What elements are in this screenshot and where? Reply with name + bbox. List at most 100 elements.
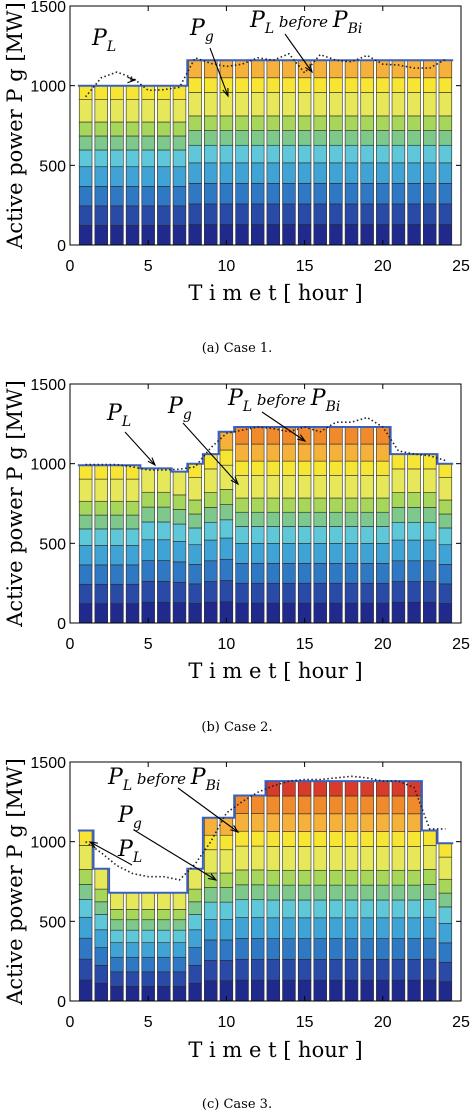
bar-segment [188, 115, 202, 131]
bar-segment [250, 443, 265, 462]
bar-segment [438, 856, 453, 880]
bar-segment [407, 468, 421, 493]
bar-segment [141, 186, 155, 207]
bar-segment [172, 602, 187, 624]
bar-segment [188, 59, 202, 79]
bar-segment [313, 979, 327, 1002]
bar-segment [125, 942, 140, 958]
bar-segment [438, 981, 453, 1002]
bar-segment [78, 845, 93, 870]
bar-segment [438, 892, 453, 908]
bar-segment [423, 183, 437, 205]
bar-segment [282, 563, 296, 584]
annotation-main: P [167, 394, 184, 419]
bar-segment [78, 564, 93, 585]
bar-segment [376, 831, 390, 847]
bar-segment [407, 115, 421, 131]
bar-segment [282, 443, 296, 462]
bar-segment [94, 205, 108, 226]
bar-segment [282, 460, 296, 476]
bar-segment [344, 130, 359, 146]
bar-segment [297, 846, 312, 871]
bar-segment [297, 474, 312, 499]
bar-segment [94, 965, 108, 984]
bar-segment [78, 85, 93, 100]
bar-segment [391, 468, 406, 493]
bar-segment [266, 92, 281, 117]
bar-segment [250, 115, 265, 131]
bar-segment [235, 899, 249, 918]
bar-segment [376, 511, 390, 527]
bar-segment [391, 521, 406, 541]
bar-segment [391, 938, 406, 960]
x-tick-label: 5 [144, 258, 153, 275]
bar-segment [172, 942, 187, 958]
bar-segment [423, 468, 437, 493]
bar-segment [329, 162, 343, 184]
bar-segment [235, 497, 249, 513]
bar-segment [172, 205, 187, 226]
bar-segment [407, 917, 421, 939]
bar-segment [204, 601, 218, 624]
bar-segment [78, 135, 93, 151]
bar-segment [78, 186, 93, 207]
bar-segment [329, 426, 343, 445]
bar-segment [313, 938, 327, 960]
annotation-arrow [209, 47, 229, 97]
bar-segment [344, 511, 359, 527]
bar-segment [344, 780, 359, 797]
bar-segment [157, 971, 171, 987]
bar-segment [360, 460, 374, 476]
bar-segment [250, 474, 265, 499]
x-tick-label: 10 [218, 636, 236, 653]
bar-segment [376, 162, 390, 184]
bar-segment [188, 563, 202, 585]
bar-segment [266, 144, 281, 164]
x-tick-label: 25 [452, 1014, 470, 1031]
bar-segment [110, 478, 124, 502]
bar-segment [110, 909, 124, 921]
bar-segment [110, 583, 124, 604]
annotation-mid: before [274, 13, 333, 31]
bar-segment [391, 899, 406, 919]
bar-segment [172, 561, 187, 583]
bar-segment [407, 492, 421, 508]
bar-segment [172, 956, 187, 973]
bar-segment [250, 958, 265, 981]
bar-segment [344, 144, 359, 164]
bar-segment [235, 474, 249, 499]
bar-segment [250, 59, 265, 79]
bar-segment [423, 916, 437, 939]
bar-segment [110, 514, 124, 530]
bar-segment [329, 846, 343, 871]
bar-segment [423, 77, 437, 93]
bar-segment [219, 115, 234, 131]
bar-segment [282, 959, 296, 981]
annotation-main: P [190, 765, 207, 790]
bar-segment [297, 162, 312, 184]
bar-segment [188, 947, 202, 966]
bar-segment [235, 602, 249, 624]
bar-segment [282, 543, 296, 564]
bar-segment [141, 506, 155, 523]
bar-segment [188, 603, 202, 624]
bar-segment [360, 795, 374, 815]
load-before-series [85, 416, 446, 471]
bar-segment [282, 511, 296, 527]
bar-segment [297, 959, 312, 981]
bar-segment [125, 956, 140, 973]
bar-segment [438, 183, 453, 205]
bar-segment [282, 183, 296, 205]
x-tick-label: 0 [66, 1014, 75, 1031]
bar-segment [360, 869, 374, 886]
bar-segment [78, 603, 93, 624]
bar-segment [250, 830, 265, 847]
bar-segment [423, 830, 437, 846]
bar-segment [376, 203, 390, 225]
bar-segment [141, 919, 155, 931]
y-tick-label: 1000 [30, 79, 66, 96]
bar-segment [329, 115, 343, 131]
bar-segment [78, 514, 93, 530]
annotation-sub: g [205, 29, 214, 45]
bar-segment [78, 464, 93, 480]
